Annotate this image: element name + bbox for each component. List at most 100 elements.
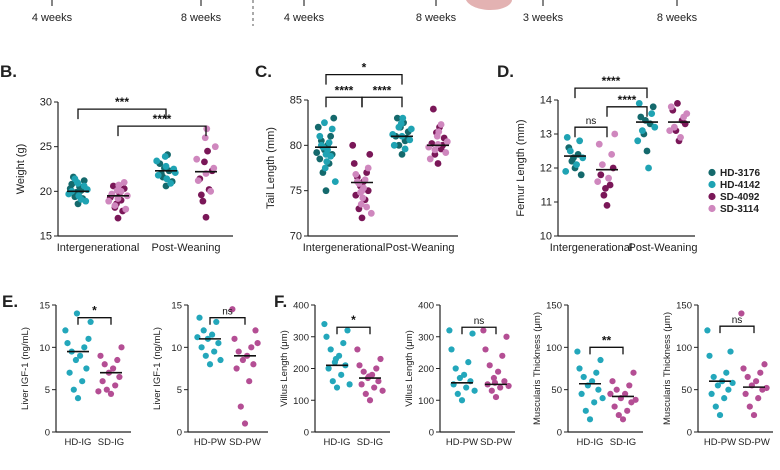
data-point (613, 386, 620, 393)
data-point (465, 359, 472, 366)
data-point (327, 132, 335, 140)
chart-0: B. 15 20 25 30 Weight (g) Intergenerational Pos… (0, 62, 233, 254)
data-point (469, 330, 476, 337)
significance-bracket (336, 326, 371, 335)
data-point (70, 386, 77, 393)
x-category-label: SD-IG (357, 437, 383, 448)
data-point (586, 416, 594, 423)
data-point (321, 119, 328, 127)
y-axis-title: Tail Length (mm) (265, 127, 277, 209)
data-point (463, 384, 470, 391)
data-point (114, 195, 122, 202)
data-point (252, 327, 259, 334)
data-point (574, 348, 581, 355)
y-tick-label: 200 (418, 364, 434, 375)
data-point (201, 134, 209, 142)
y-tick-label: 100 (293, 396, 309, 407)
y-tick-label: 100 (418, 396, 434, 407)
significance-label: **** (153, 112, 172, 126)
data-point (486, 362, 493, 369)
chart-5: F. 0 100 200 300 400 Villus Length (μm) HD-IG SD… (274, 292, 390, 448)
data-point (210, 164, 218, 172)
data-point (401, 145, 409, 153)
data-point (589, 378, 596, 385)
data-point (622, 390, 629, 397)
y-tick-label: 300 (293, 332, 309, 343)
data-point (763, 384, 770, 392)
data-point (353, 178, 361, 186)
data-point (110, 365, 117, 372)
data-point (62, 327, 69, 334)
data-point (582, 407, 589, 414)
data-point (367, 209, 375, 217)
data-point (211, 143, 219, 151)
data-point (375, 378, 382, 385)
data-point (721, 395, 728, 402)
x-category-label: SD-PW (480, 437, 512, 448)
x-category-label: SD-PW (738, 437, 770, 448)
data-point (602, 185, 609, 192)
y-tick-label: 0 (45, 428, 50, 439)
data-point (112, 382, 119, 389)
y-tick-label: 85 (290, 95, 302, 107)
data-point (324, 146, 331, 154)
x-category-label: Intergenerational (303, 242, 386, 254)
data-point (122, 205, 130, 213)
y-tick-label: 100 (676, 343, 692, 354)
data-point (118, 344, 125, 351)
data-point (358, 381, 365, 388)
x-category-label: Post-Weaning (386, 242, 455, 254)
significance-bracket (117, 125, 207, 137)
data-point (77, 195, 85, 203)
data-point (95, 388, 102, 395)
data-point (431, 146, 439, 154)
data-point (714, 382, 722, 389)
data-point (395, 141, 403, 149)
y-tick-label: 200 (293, 364, 309, 375)
y-tick-label: 0 (687, 428, 692, 439)
top-strip-label: 8 weeks (181, 12, 222, 24)
data-point (231, 335, 238, 342)
data-point (597, 356, 604, 364)
data-point (677, 134, 684, 141)
data-point (97, 352, 104, 359)
y-axis-title: Muscularis Thickness (μm) (662, 312, 673, 425)
x-category-label: SD-PW (229, 437, 261, 448)
data-point (161, 153, 169, 160)
data-point (101, 361, 108, 368)
data-point (349, 141, 357, 149)
data-point (740, 365, 747, 372)
data-point (503, 333, 510, 340)
data-point (609, 378, 616, 385)
legend-marker (708, 192, 716, 201)
chart-3: E. 0 5 10 15 Liver IGF-1 (ng/mL) HD-IG SD-IG * (2, 292, 131, 448)
x-category-label: HD-PW (704, 437, 736, 448)
data-point (109, 182, 117, 190)
y-tick-label: 75 (290, 185, 302, 197)
data-point (235, 348, 242, 355)
data-point (325, 139, 333, 147)
significance-label: ** (602, 333, 612, 347)
data-point (598, 161, 606, 169)
data-point (611, 403, 618, 410)
data-point (202, 213, 210, 221)
data-point (495, 368, 502, 375)
data-point (83, 365, 90, 372)
panel-letter: E. (2, 292, 18, 311)
data-point (354, 346, 361, 353)
x-category-label: SD-IG (98, 437, 124, 448)
y-axis-title: Weight (g) (15, 144, 27, 195)
data-point (248, 344, 255, 351)
data-point (407, 125, 415, 133)
data-point (314, 123, 322, 131)
data-point (327, 346, 334, 353)
data-point (117, 187, 125, 195)
data-point (619, 416, 627, 423)
data-point (366, 151, 374, 158)
legend-marker (708, 168, 716, 177)
data-point (87, 318, 94, 326)
data-point (637, 113, 645, 121)
data-point (606, 181, 614, 189)
data-point (406, 136, 414, 144)
data-point (352, 170, 360, 178)
